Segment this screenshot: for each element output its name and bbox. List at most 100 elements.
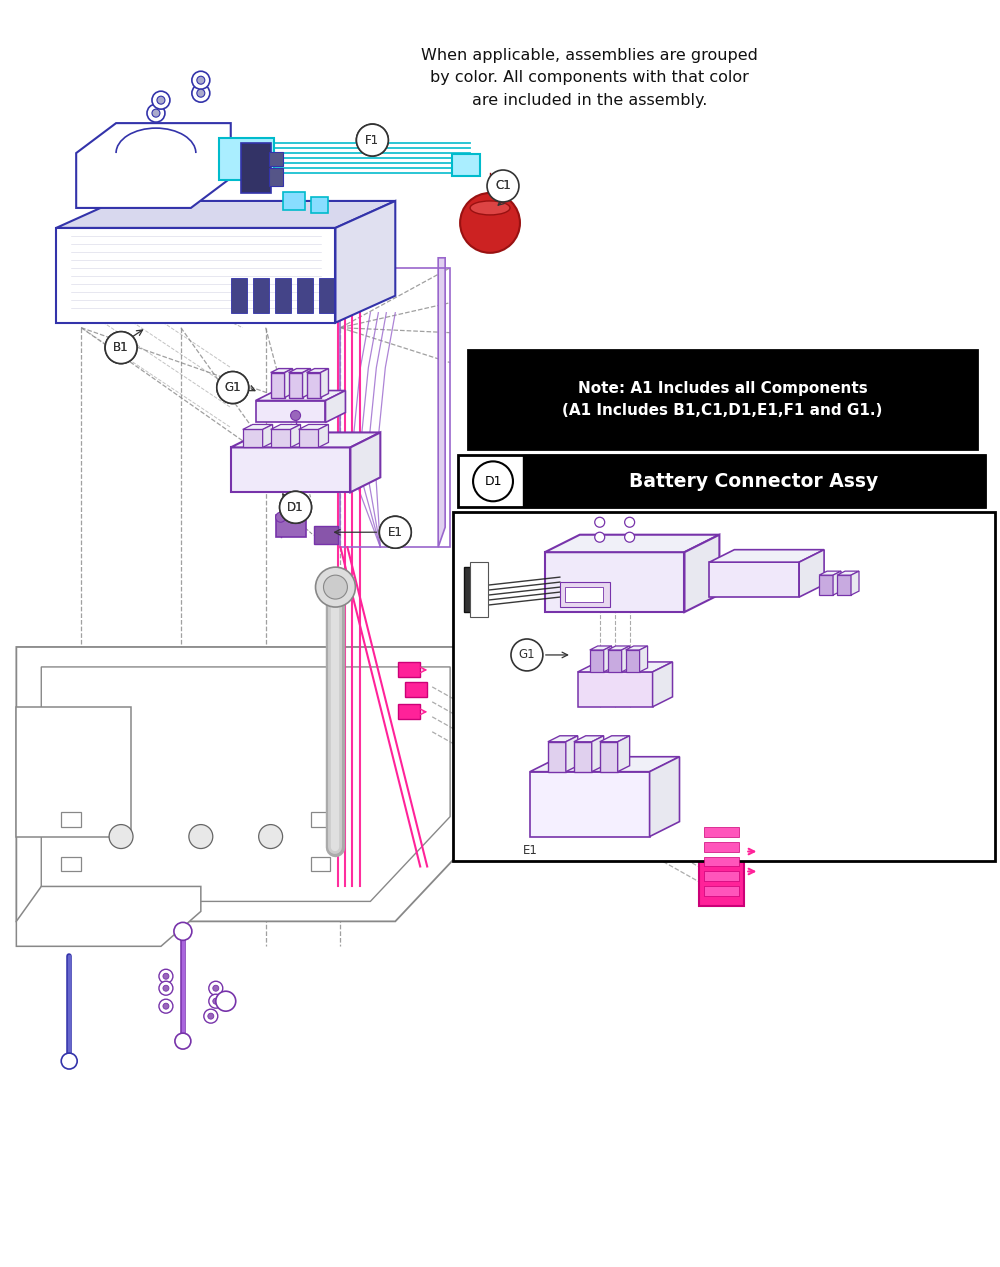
Polygon shape bbox=[626, 646, 648, 650]
Circle shape bbox=[280, 492, 312, 523]
Polygon shape bbox=[299, 430, 319, 447]
Polygon shape bbox=[325, 390, 345, 422]
Text: G1: G1 bbox=[519, 649, 535, 661]
Polygon shape bbox=[438, 257, 445, 547]
Circle shape bbox=[280, 492, 312, 523]
Polygon shape bbox=[545, 552, 684, 612]
Polygon shape bbox=[256, 400, 325, 422]
Polygon shape bbox=[590, 646, 612, 650]
Circle shape bbox=[163, 1003, 169, 1010]
Bar bbox=[269, 152, 283, 166]
Circle shape bbox=[356, 124, 388, 156]
Circle shape bbox=[152, 91, 170, 109]
Polygon shape bbox=[271, 372, 285, 398]
Circle shape bbox=[213, 998, 219, 1005]
Circle shape bbox=[511, 639, 543, 672]
Bar bbox=[405, 682, 427, 697]
Circle shape bbox=[213, 986, 219, 991]
Polygon shape bbox=[291, 424, 301, 447]
Circle shape bbox=[276, 512, 286, 522]
Polygon shape bbox=[548, 741, 566, 772]
Circle shape bbox=[595, 517, 605, 527]
Bar bbox=[704, 841, 739, 851]
Circle shape bbox=[356, 124, 388, 156]
Circle shape bbox=[197, 89, 205, 98]
Polygon shape bbox=[837, 571, 859, 575]
Polygon shape bbox=[837, 575, 851, 595]
Bar bbox=[398, 704, 420, 718]
Polygon shape bbox=[243, 430, 263, 447]
Polygon shape bbox=[650, 756, 680, 836]
Bar bbox=[699, 817, 744, 906]
Text: B1: B1 bbox=[113, 341, 129, 355]
Polygon shape bbox=[303, 369, 311, 398]
Polygon shape bbox=[307, 372, 320, 398]
Bar bbox=[704, 826, 739, 836]
Circle shape bbox=[61, 1053, 77, 1069]
Text: G1: G1 bbox=[224, 381, 241, 394]
Bar bbox=[311, 856, 330, 872]
Circle shape bbox=[379, 516, 411, 549]
Polygon shape bbox=[799, 550, 824, 597]
Circle shape bbox=[163, 986, 169, 991]
Polygon shape bbox=[289, 372, 303, 398]
Circle shape bbox=[487, 170, 519, 201]
Circle shape bbox=[105, 332, 137, 364]
Text: D1: D1 bbox=[287, 500, 304, 514]
Polygon shape bbox=[626, 650, 640, 672]
Text: D1: D1 bbox=[484, 475, 502, 488]
Bar bbox=[231, 277, 247, 313]
Polygon shape bbox=[299, 424, 328, 430]
Polygon shape bbox=[56, 201, 395, 228]
Polygon shape bbox=[76, 123, 231, 208]
Polygon shape bbox=[684, 535, 719, 612]
Polygon shape bbox=[604, 646, 612, 672]
Polygon shape bbox=[709, 563, 799, 597]
Text: Battery Connector Assy: Battery Connector Assy bbox=[629, 471, 878, 490]
Text: C1: C1 bbox=[495, 180, 511, 193]
Bar bbox=[452, 155, 480, 176]
Text: C1: C1 bbox=[495, 180, 511, 193]
Circle shape bbox=[625, 517, 635, 527]
Polygon shape bbox=[653, 661, 673, 707]
Circle shape bbox=[208, 1014, 214, 1019]
Bar bbox=[311, 196, 328, 213]
Circle shape bbox=[147, 104, 165, 122]
Polygon shape bbox=[600, 736, 630, 741]
Polygon shape bbox=[320, 369, 328, 398]
Text: D1: D1 bbox=[287, 500, 304, 514]
Circle shape bbox=[216, 991, 236, 1011]
Bar bbox=[464, 568, 486, 612]
Text: F1: F1 bbox=[365, 133, 379, 147]
Bar bbox=[704, 856, 739, 867]
Polygon shape bbox=[545, 535, 719, 552]
Polygon shape bbox=[819, 575, 833, 595]
Polygon shape bbox=[574, 741, 592, 772]
Circle shape bbox=[109, 825, 133, 849]
Polygon shape bbox=[566, 736, 578, 772]
Circle shape bbox=[259, 825, 283, 849]
Polygon shape bbox=[592, 736, 604, 772]
Bar bbox=[340, 267, 450, 547]
Circle shape bbox=[209, 981, 223, 995]
Polygon shape bbox=[16, 887, 201, 946]
Polygon shape bbox=[578, 661, 673, 672]
Text: E1: E1 bbox=[388, 526, 403, 538]
Polygon shape bbox=[608, 646, 630, 650]
Polygon shape bbox=[263, 424, 273, 447]
Polygon shape bbox=[574, 736, 604, 741]
Circle shape bbox=[157, 96, 165, 104]
Circle shape bbox=[291, 411, 301, 421]
Polygon shape bbox=[608, 650, 622, 672]
Bar bbox=[269, 169, 283, 186]
Polygon shape bbox=[319, 424, 328, 447]
Bar bbox=[468, 350, 977, 450]
Bar bbox=[453, 512, 995, 862]
Bar bbox=[219, 138, 274, 180]
Polygon shape bbox=[709, 550, 824, 563]
Bar bbox=[398, 661, 420, 677]
Polygon shape bbox=[335, 201, 395, 323]
Bar bbox=[275, 277, 291, 313]
Circle shape bbox=[192, 71, 210, 89]
Circle shape bbox=[488, 171, 518, 201]
